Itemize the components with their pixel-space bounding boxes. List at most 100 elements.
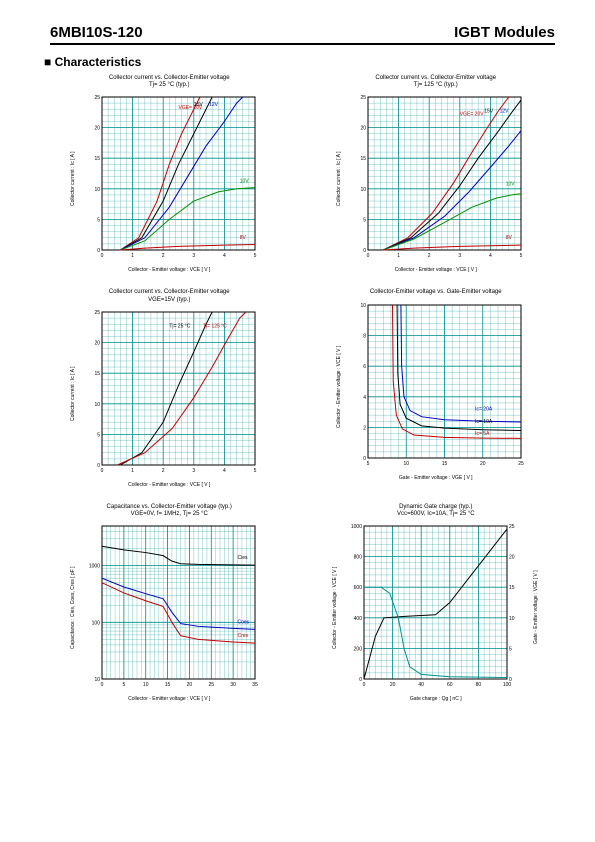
svg-text:Cres: Cres: [237, 633, 248, 639]
svg-text:0: 0: [363, 248, 366, 254]
y-axis-label: Collector - Emitter voltage : VCE [ V ]: [330, 520, 338, 695]
chart-c1: Collector current vs. Collector-Emitter …: [50, 75, 289, 273]
section-title: ■ Characteristics: [44, 55, 555, 69]
svg-text:1: 1: [131, 253, 134, 259]
svg-text:6: 6: [363, 364, 366, 370]
header: 6MBI10S-120 IGBT Modules: [50, 24, 555, 45]
svg-text:30: 30: [230, 682, 236, 688]
svg-text:10: 10: [94, 402, 100, 408]
svg-text:200: 200: [354, 647, 363, 653]
svg-text:10: 10: [404, 461, 410, 467]
module-type: IGBT Modules: [454, 24, 555, 41]
svg-text:2: 2: [428, 253, 431, 259]
svg-text:0: 0: [363, 456, 366, 462]
plot-c4: 5101520250246810Ic= 20AIc= 10AIc= 5A: [342, 299, 537, 474]
svg-text:12V: 12V: [500, 109, 510, 115]
svg-text:2: 2: [162, 253, 165, 259]
svg-text:Ic= 10A: Ic= 10A: [475, 418, 493, 424]
svg-text:0: 0: [359, 677, 362, 683]
svg-text:5: 5: [253, 468, 256, 474]
svg-text:25: 25: [208, 682, 214, 688]
svg-text:20: 20: [509, 555, 515, 561]
svg-text:20: 20: [94, 126, 100, 132]
svg-text:25: 25: [361, 95, 367, 101]
svg-text:15: 15: [442, 461, 448, 467]
svg-text:100: 100: [91, 620, 100, 626]
svg-text:40: 40: [419, 682, 425, 688]
svg-text:20: 20: [94, 340, 100, 346]
svg-text:0: 0: [100, 468, 103, 474]
x-axis-label: Collector - Emitter voltage : VCE [ V ]: [128, 482, 210, 488]
x-axis-label: Collector - Emitter voltage : VCE [ V ]: [128, 267, 210, 273]
svg-text:25: 25: [94, 310, 100, 316]
svg-text:0: 0: [509, 677, 512, 683]
svg-text:25: 25: [94, 95, 100, 101]
svg-text:10: 10: [94, 187, 100, 193]
svg-text:15: 15: [94, 157, 100, 163]
y-axis-label: Collector current : Ic [ A ]: [68, 91, 76, 266]
svg-text:15: 15: [165, 682, 171, 688]
svg-text:2: 2: [162, 468, 165, 474]
chart-title: Collector current vs. Collector-Emitter …: [109, 289, 230, 303]
y-axis-label: Collector - Emitter voltage : VCE [ V ]: [334, 299, 342, 474]
svg-text:4: 4: [363, 394, 366, 400]
svg-text:15V: 15V: [485, 109, 495, 115]
svg-text:10V: 10V: [506, 182, 516, 188]
plot-c3: 0123450510152025Tj= 25 °CTj= 125 °C: [76, 306, 271, 481]
svg-text:20: 20: [480, 461, 486, 467]
chart-c4: Collector-Emitter voltage vs. Gate-Emitt…: [317, 289, 556, 487]
svg-text:VGE= 20V: VGE= 20V: [460, 112, 484, 118]
svg-text:80: 80: [476, 682, 482, 688]
svg-text:10V: 10V: [239, 179, 249, 185]
svg-text:25: 25: [509, 524, 515, 530]
svg-text:10: 10: [143, 682, 149, 688]
svg-text:Cies: Cies: [237, 555, 248, 561]
svg-text:Ic= 20A: Ic= 20A: [475, 406, 493, 412]
svg-text:20: 20: [390, 682, 396, 688]
plot-c5: 05101520253035101001000CiesCoesCres: [76, 520, 271, 695]
y-axis-label: Collector current : Ic [ A ]: [334, 91, 342, 266]
svg-text:0: 0: [100, 682, 103, 688]
svg-text:800: 800: [354, 555, 363, 561]
svg-text:5: 5: [363, 218, 366, 224]
x-axis-label: Gate charge : Qg [ nC ]: [410, 696, 462, 702]
part-number: 6MBI10S-120: [50, 24, 143, 41]
svg-text:0: 0: [367, 253, 370, 259]
svg-text:Tj= 125 °C: Tj= 125 °C: [203, 323, 227, 329]
svg-text:25: 25: [518, 461, 524, 467]
y2-axis-label: Gate - Emitter voltage : VGE [ V ]: [533, 520, 541, 695]
chart-title: Capacitance vs. Collector-Emitter voltag…: [107, 504, 232, 518]
svg-text:Ic= 5A: Ic= 5A: [475, 431, 490, 437]
svg-text:5: 5: [97, 218, 100, 224]
svg-text:15: 15: [361, 157, 367, 163]
svg-text:60: 60: [447, 682, 453, 688]
svg-text:5: 5: [122, 682, 125, 688]
svg-text:10: 10: [94, 677, 100, 683]
svg-text:5: 5: [520, 253, 523, 259]
svg-text:3: 3: [192, 468, 195, 474]
plot-c2: 0123450510152025VGE= 20V15V12V10V8V: [342, 91, 537, 266]
svg-text:0: 0: [100, 253, 103, 259]
chart-grid: Collector current vs. Collector-Emitter …: [50, 75, 555, 702]
x-axis-label: Collector - Emitter voltage : VCE [ V ]: [395, 267, 477, 273]
svg-text:3: 3: [192, 253, 195, 259]
svg-text:15: 15: [94, 371, 100, 377]
svg-text:1000: 1000: [89, 564, 100, 570]
svg-text:10: 10: [509, 616, 515, 622]
plot-c1: 0123450510152025VGE= 20V15V12V10V8V: [76, 91, 271, 266]
svg-text:15: 15: [509, 585, 515, 591]
svg-text:1000: 1000: [351, 524, 362, 530]
chart-c3: Collector current vs. Collector-Emitter …: [50, 289, 289, 487]
chart-c2: Collector current vs. Collector-Emitter …: [317, 75, 556, 273]
chart-title: Collector-Emitter voltage vs. Gate-Emitt…: [370, 289, 502, 296]
svg-text:4: 4: [489, 253, 492, 259]
svg-text:15V: 15V: [194, 103, 204, 109]
svg-text:0: 0: [97, 463, 100, 469]
chart-title: Collector current vs. Collector-Emitter …: [109, 75, 230, 89]
svg-text:2: 2: [363, 425, 366, 431]
svg-text:Coes: Coes: [237, 620, 249, 626]
svg-text:5: 5: [367, 461, 370, 467]
svg-text:5: 5: [509, 647, 512, 653]
svg-text:0: 0: [97, 248, 100, 254]
svg-text:400: 400: [354, 616, 363, 622]
